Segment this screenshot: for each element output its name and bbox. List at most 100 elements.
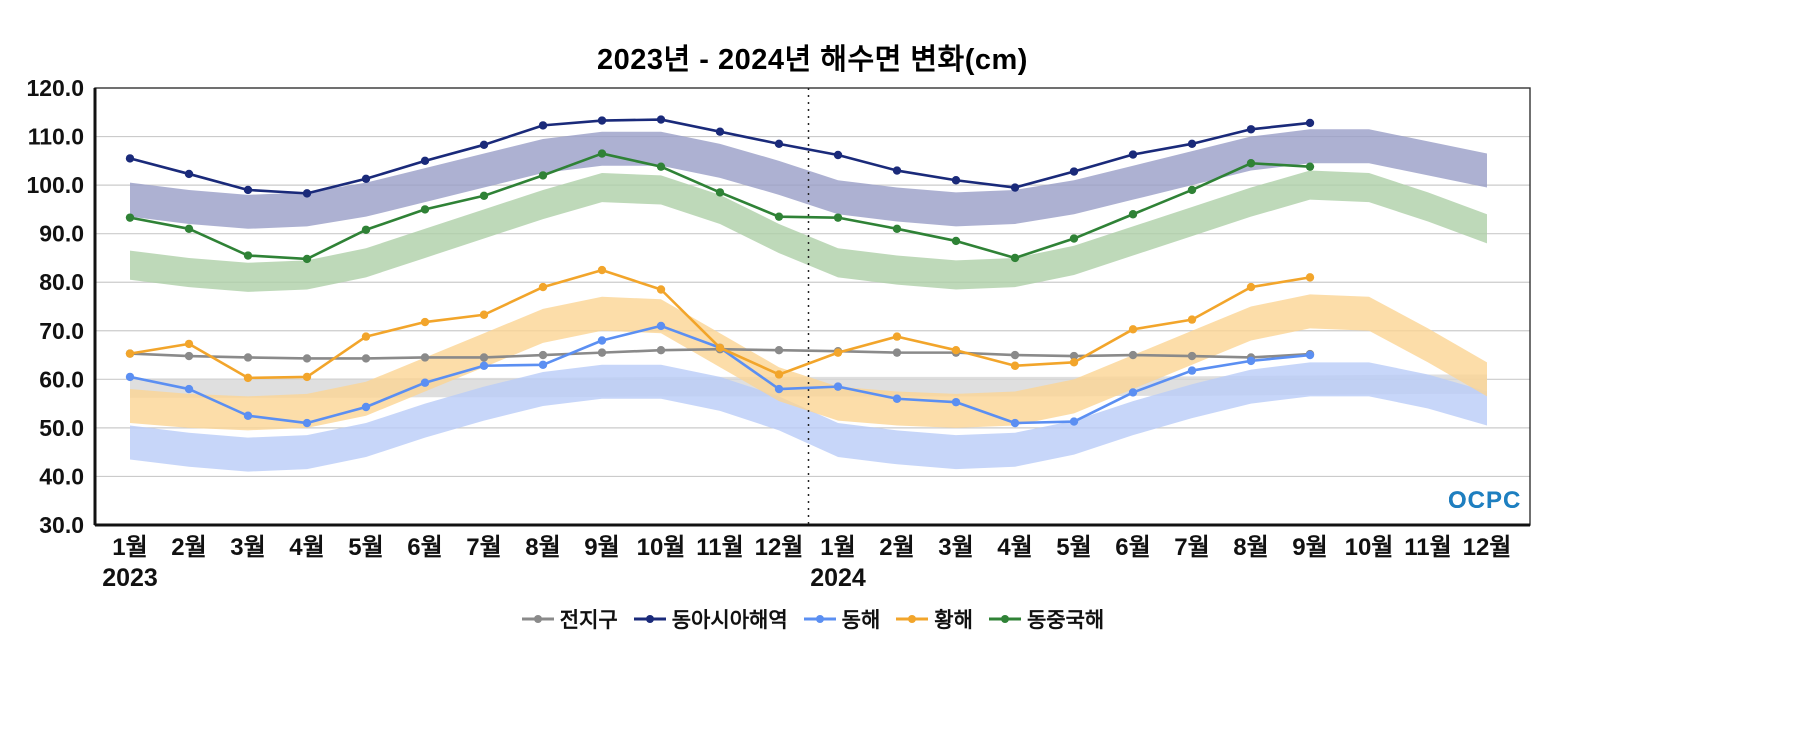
data-point-global — [361, 354, 371, 363]
data-point-yellow-sea — [833, 348, 843, 357]
data-point-east-sea — [1128, 388, 1138, 397]
data-point-yellow-sea — [302, 372, 312, 382]
data-point-yellow-sea — [125, 349, 135, 358]
data-point-east-china-sea — [715, 188, 725, 197]
data-point-yellow-sea — [597, 265, 607, 275]
data-point-east-asia — [243, 185, 253, 195]
legend-label-east-asia: 동아시아해역 — [671, 609, 788, 632]
data-point-east-sea — [892, 394, 902, 403]
legend-item-yellow-sea: 황해 — [895, 604, 973, 634]
data-point-yellow-sea — [1187, 315, 1197, 324]
x-tick-label: 1월 — [112, 534, 147, 561]
data-point-east-china-sea — [1187, 185, 1197, 195]
data-point-east-china-sea — [243, 251, 253, 260]
data-point-east-asia — [951, 176, 961, 185]
data-point-east-sea — [1187, 366, 1197, 375]
x-tick-label: 8월 — [1233, 534, 1268, 561]
y-tick-label: 40.0 — [39, 463, 84, 489]
data-point-east-china-sea — [125, 213, 135, 222]
data-point-east-asia — [538, 121, 548, 130]
data-point-east-china-sea — [1010, 253, 1020, 263]
x-tick-label: 5월 — [1056, 534, 1091, 561]
data-point-east-asia — [479, 140, 489, 150]
data-point-east-asia — [892, 166, 902, 175]
data-point-yellow-sea — [715, 343, 725, 352]
y-tick-label: 70.0 — [39, 318, 84, 344]
data-point-east-asia — [302, 189, 312, 198]
x-tick-label: 11월 — [1404, 534, 1451, 561]
data-point-global — [420, 353, 430, 362]
data-point-global — [656, 346, 666, 355]
y-tick-label: 80.0 — [39, 269, 84, 295]
data-point-east-sea — [479, 361, 489, 370]
legend-label-global: 전지구 — [559, 609, 618, 632]
data-point-yellow-sea — [361, 332, 371, 341]
data-point-east-china-sea — [420, 205, 430, 214]
data-point-yellow-sea — [243, 373, 253, 383]
y-tick-label: 100.0 — [26, 172, 84, 198]
data-point-east-sea — [420, 378, 430, 387]
data-point-global — [892, 348, 902, 357]
data-point-east-sea — [125, 372, 135, 382]
legend-item-east-china-sea: 동중국해 — [988, 604, 1104, 634]
data-point-east-sea — [361, 402, 371, 412]
sea-level-chart-canvas: 120.0 110.0 100.0 90.0 80.0 70.0 60.0 50.0 40.0 3… — [26, 75, 1531, 592]
x-tick-label: 2월 — [879, 534, 914, 561]
x-tick-label: 12월 — [1463, 534, 1512, 561]
data-point-east-sea — [774, 384, 784, 394]
data-point-yellow-sea — [184, 339, 194, 349]
data-point-global — [597, 348, 607, 357]
x-tick-label: 3월 — [938, 534, 973, 561]
data-point-east-sea — [538, 360, 548, 369]
data-point-east-china-sea — [479, 191, 489, 200]
data-point-east-sea — [1010, 418, 1020, 428]
data-point-east-china-sea — [892, 224, 902, 234]
climatology-band-east-china-sea — [130, 170, 1487, 292]
data-point-east-sea — [1305, 350, 1315, 360]
data-point-global — [302, 354, 312, 363]
legend-item-east-sea: 동해 — [803, 604, 881, 634]
x-tick-label: 2월 — [171, 534, 206, 561]
data-point-east-china-sea — [1069, 234, 1079, 243]
legend-label-east-sea: 동해 — [841, 609, 881, 632]
data-point-east-china-sea — [833, 213, 843, 222]
data-point-east-china-sea — [184, 224, 194, 234]
data-point-global — [1069, 351, 1079, 361]
data-point-east-asia — [833, 150, 843, 160]
x-tick-label: 10월 — [1345, 534, 1394, 561]
climatology-band-east-sea — [130, 362, 1487, 472]
data-point-east-china-sea — [1128, 210, 1138, 219]
x-tick-label: 9월 — [1292, 534, 1327, 561]
y-tick-label: 60.0 — [39, 366, 84, 392]
data-point-east-sea — [302, 418, 312, 428]
data-point-east-asia — [125, 154, 135, 163]
y-tick-label: 110.0 — [28, 124, 84, 150]
data-point-east-asia — [1128, 150, 1138, 159]
data-point-global — [184, 351, 194, 361]
data-point-yellow-sea — [1305, 273, 1315, 282]
data-point-global — [774, 346, 784, 355]
data-point-east-china-sea — [774, 212, 784, 221]
x-tick-label: 3월 — [230, 534, 265, 561]
x-tick-label: 7월 — [1174, 534, 1209, 561]
x-tick-label: 5월 — [348, 534, 383, 561]
legend-marker-east-sea-icon — [803, 615, 836, 623]
data-point-east-asia — [715, 127, 725, 136]
y-tick-label: 120.0 — [26, 75, 84, 101]
data-point-east-sea — [184, 384, 194, 394]
data-point-east-sea — [833, 382, 843, 391]
x-tick-label: 11월 — [696, 534, 743, 561]
legend-marker-east-china-sea-icon — [988, 615, 1021, 623]
data-point-yellow-sea — [1128, 325, 1138, 334]
data-point-yellow-sea — [892, 332, 902, 341]
data-point-east-asia — [1010, 183, 1020, 192]
y-tick-label: 30.0 — [39, 512, 84, 538]
legend-marker-yellow-sea-icon — [896, 615, 929, 623]
data-point-yellow-sea — [1246, 282, 1256, 292]
x-tick-label: 12월 — [755, 534, 804, 561]
data-point-yellow-sea — [951, 346, 961, 355]
y-tick-label: 50.0 — [39, 415, 84, 441]
data-point-east-china-sea — [656, 162, 666, 171]
data-point-east-sea — [597, 336, 607, 345]
legend-marker-east-asia-icon — [633, 615, 666, 623]
